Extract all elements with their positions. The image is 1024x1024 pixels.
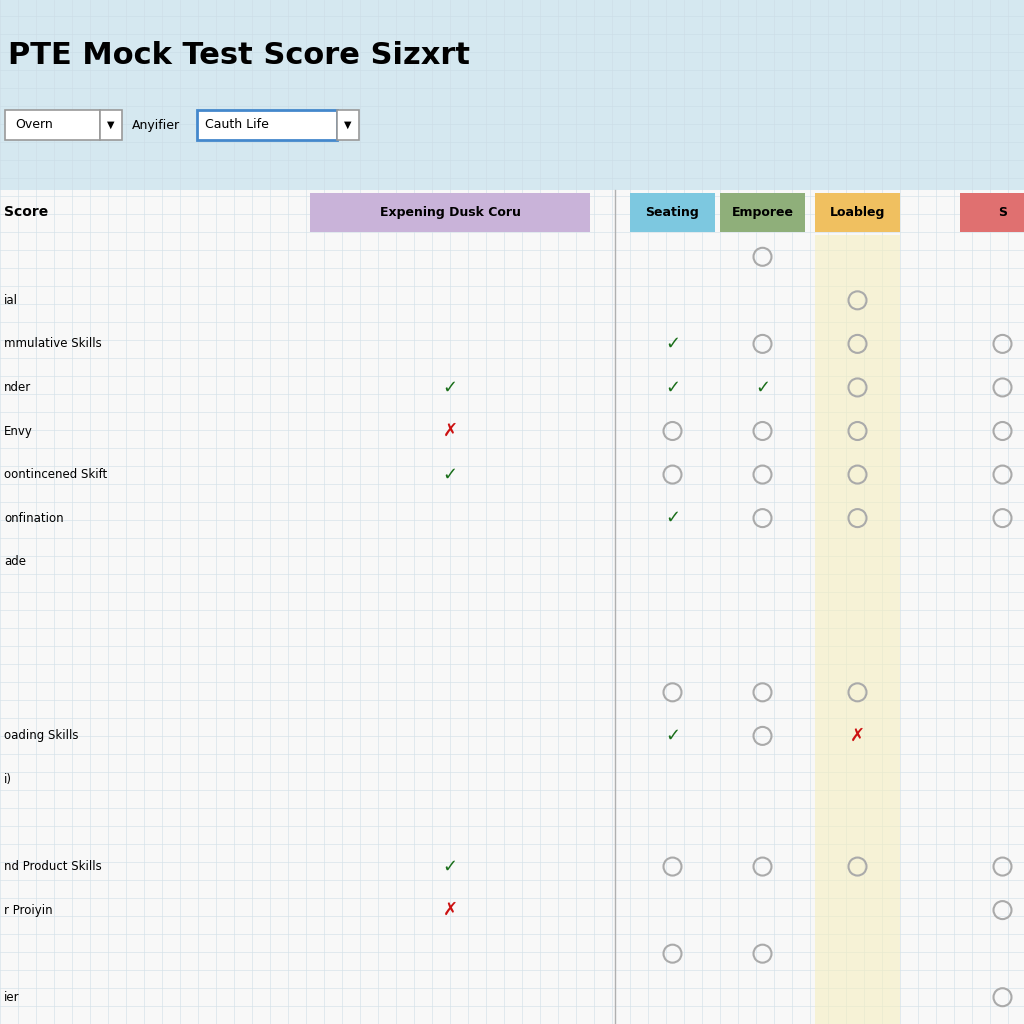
Text: oading Skills: oading Skills xyxy=(4,729,79,742)
Bar xyxy=(5,110,100,140)
Bar xyxy=(815,234,900,1024)
Text: ▼: ▼ xyxy=(108,120,115,130)
Text: Score: Score xyxy=(4,206,48,219)
Text: r Proiyin: r Proiyin xyxy=(4,903,52,916)
Text: ✓: ✓ xyxy=(442,379,458,396)
Text: ial: ial xyxy=(4,294,18,307)
Text: Anyifier: Anyifier xyxy=(132,119,180,131)
Bar xyxy=(310,193,590,232)
Text: Expening Dusk Coru: Expening Dusk Coru xyxy=(380,206,520,219)
Text: ✓: ✓ xyxy=(665,509,680,527)
Text: Cauth Life: Cauth Life xyxy=(205,119,269,131)
Text: nder: nder xyxy=(4,381,32,394)
Text: Loableg: Loableg xyxy=(829,206,885,219)
Text: ier: ier xyxy=(4,991,19,1004)
Text: PTE Mock Test Score Sizxrt: PTE Mock Test Score Sizxrt xyxy=(8,41,470,70)
Bar xyxy=(0,190,1024,1024)
Text: ✗: ✗ xyxy=(442,422,458,440)
Bar xyxy=(197,110,337,140)
Bar xyxy=(630,193,715,232)
Text: ✓: ✓ xyxy=(665,727,680,744)
Text: ✗: ✗ xyxy=(850,727,865,744)
Text: ▼: ▼ xyxy=(344,120,352,130)
Text: Seating: Seating xyxy=(645,206,699,219)
Bar xyxy=(961,193,1024,232)
Text: ✓: ✓ xyxy=(442,466,458,483)
Text: nd Product Skills: nd Product Skills xyxy=(4,860,101,873)
Text: ✓: ✓ xyxy=(665,335,680,353)
Text: S: S xyxy=(998,206,1007,219)
Text: ✓: ✓ xyxy=(755,379,770,396)
Bar xyxy=(815,193,900,232)
Text: i): i) xyxy=(4,773,12,786)
Text: ✓: ✓ xyxy=(665,379,680,396)
Text: oontincened Skift: oontincened Skift xyxy=(4,468,108,481)
Text: Envy: Envy xyxy=(4,425,33,437)
Text: Emporee: Emporee xyxy=(731,206,794,219)
Text: Overn: Overn xyxy=(15,119,53,131)
Bar xyxy=(0,0,1024,190)
Bar xyxy=(720,193,805,232)
Text: onfination: onfination xyxy=(4,512,63,524)
Bar xyxy=(100,110,122,140)
Text: ✗: ✗ xyxy=(442,901,458,920)
Text: mmulative Skills: mmulative Skills xyxy=(4,337,101,350)
Text: ade: ade xyxy=(4,555,26,568)
Text: ✓: ✓ xyxy=(442,857,458,876)
Bar xyxy=(337,110,359,140)
